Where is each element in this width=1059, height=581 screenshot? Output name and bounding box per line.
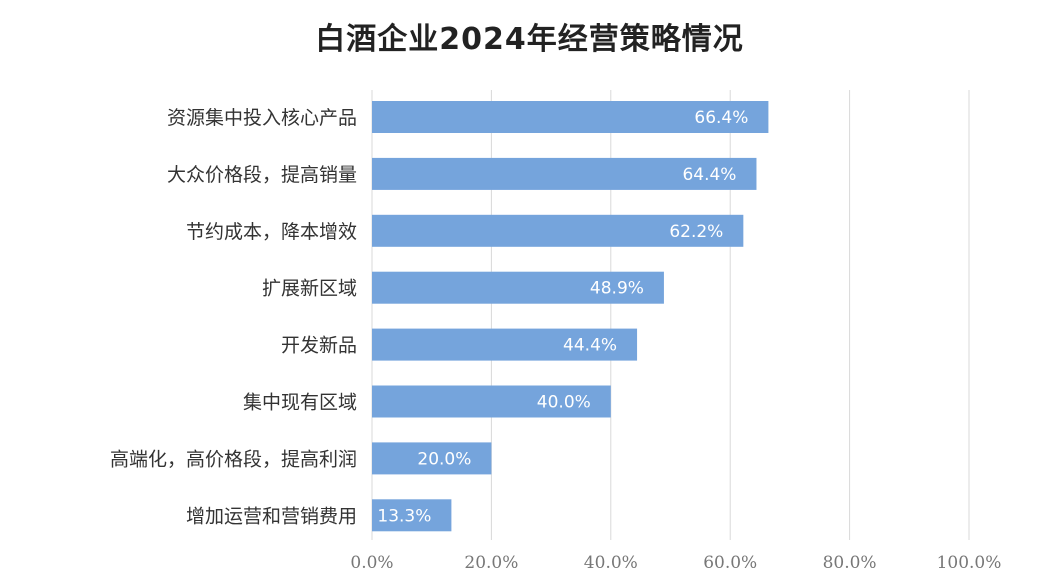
x-tick-label: 100.0%	[937, 553, 1002, 573]
category-label: 扩展新区域	[262, 278, 357, 300]
category-label: 高端化，高价格段，提高利润	[110, 448, 357, 470]
x-tick-label: 60.0%	[703, 553, 757, 573]
data-label: 48.9%	[590, 279, 644, 299]
category-labels: 资源集中投入核心产品大众价格段，提高销量节约成本，降本增效扩展新区域开发新品集中…	[110, 107, 357, 527]
bar	[372, 101, 769, 133]
data-label: 66.4%	[694, 108, 748, 128]
x-axis-tick-labels: 0.0% 20.0% 40.0% 60.0% 80.0% 100.0%	[350, 553, 1001, 573]
x-tick-label: 20.0%	[464, 553, 518, 573]
data-label: 13.3%	[377, 506, 431, 526]
bar	[372, 214, 744, 247]
bar	[372, 328, 638, 361]
data-labels: 66.4% 64.4% 62.2% 48.9% 44.4% 40.0% 20.0% 13.3%	[377, 108, 748, 526]
chart-title: 白酒企业2024年经营策略情况	[315, 22, 744, 57]
category-label: 开发新品	[281, 335, 357, 357]
bar	[372, 271, 664, 304]
bar	[372, 385, 611, 418]
data-label: 20.0%	[417, 449, 471, 469]
category-label: 节约成本，降本增效	[186, 221, 357, 243]
category-label: 集中现有区域	[243, 392, 357, 414]
data-label: 44.4%	[563, 336, 617, 356]
data-label: 64.4%	[682, 165, 736, 185]
x-tick-label: 0.0%	[350, 553, 393, 573]
bar	[372, 442, 492, 475]
category-label: 增加运营和营销费用	[186, 505, 357, 527]
bar	[372, 499, 452, 532]
x-tick-label: 80.0%	[823, 553, 877, 573]
data-label: 40.0%	[537, 393, 591, 413]
data-label: 62.2%	[669, 222, 723, 242]
bar	[372, 157, 757, 190]
bars	[372, 101, 769, 532]
category-label: 大众价格段，提高销量	[167, 164, 357, 186]
category-label: 资源集中投入核心产品	[167, 107, 357, 129]
x-tick-label: 40.0%	[584, 553, 638, 573]
